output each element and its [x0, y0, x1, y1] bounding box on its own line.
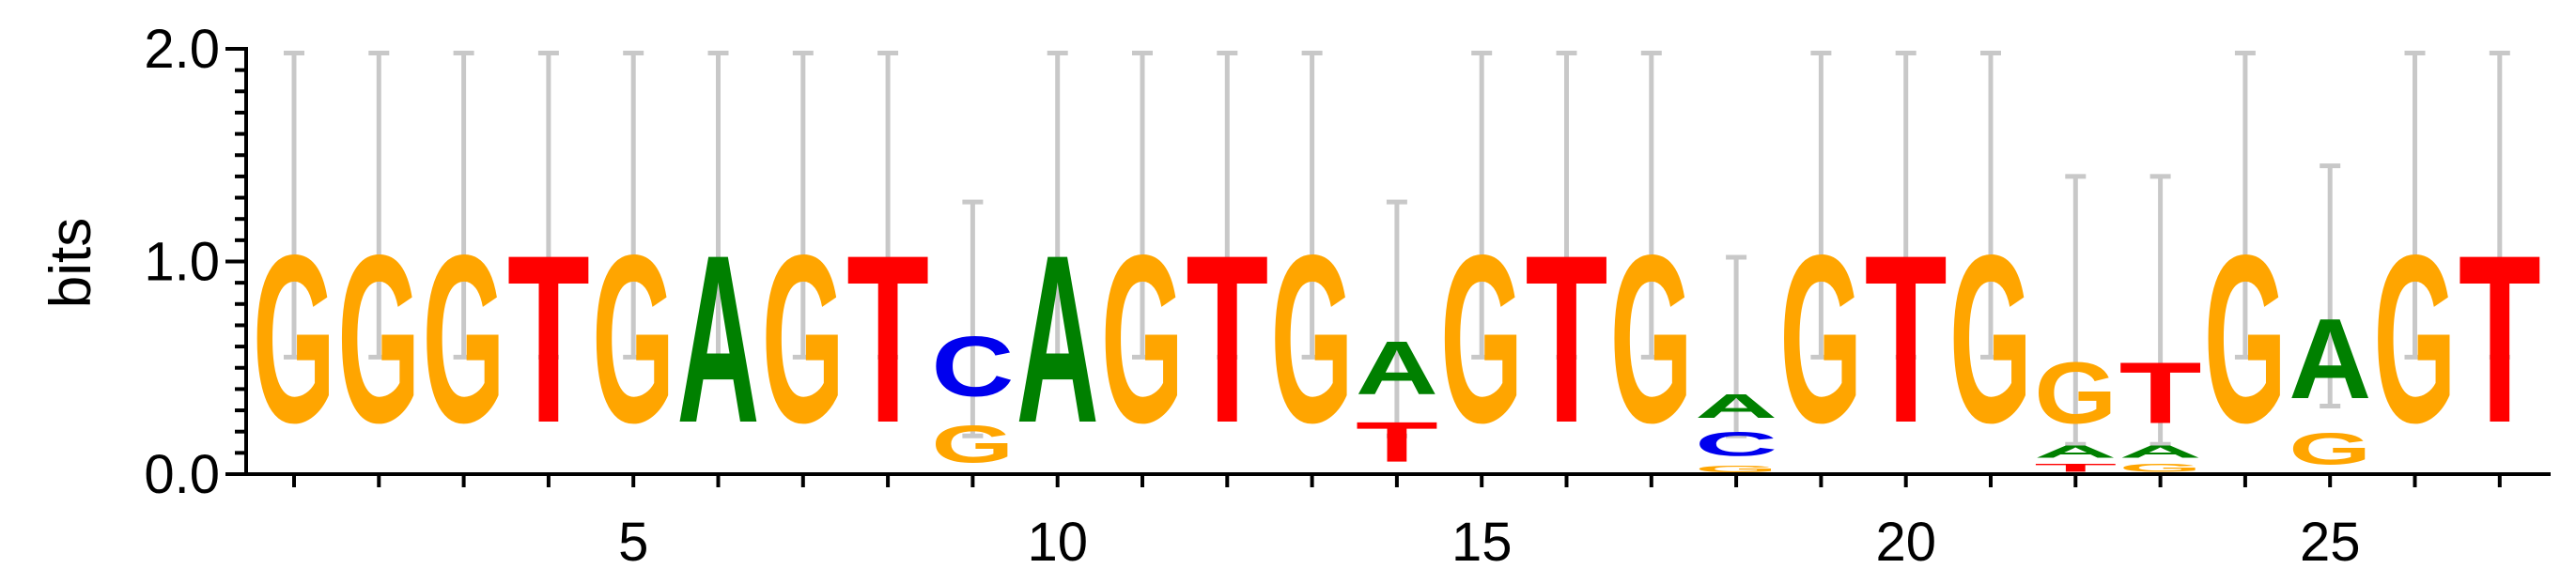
x-tick-label: 5: [618, 512, 648, 573]
letter-G-pos-22: G: [2034, 344, 2117, 441]
letter-T-pos-8: T: [846, 206, 929, 472]
letter-G-pos-2: G: [337, 206, 420, 472]
letter-C-pos-18: C: [1695, 425, 1777, 463]
y-tick-label: 1.0: [144, 232, 220, 293]
error-bar-pos-10: [1047, 51, 1068, 360]
letter-T-pos-27: T: [2459, 206, 2541, 472]
error-bar-pos-12: [1217, 51, 1238, 360]
error-bar-pos-6: [707, 51, 729, 360]
x-tick-label: 10: [1027, 512, 1088, 573]
error-bar-pos-14: [1386, 199, 1407, 438]
y-axis-label: bits: [39, 218, 103, 308]
letter-G-pos-21: G: [1949, 206, 2032, 472]
letter-T-pos-14: T: [1356, 410, 1438, 474]
letter-G-pos-25: G: [2289, 423, 2371, 474]
letter-T-pos-16: T: [1526, 206, 1608, 472]
letter-G-pos-13: G: [1271, 206, 1354, 472]
error-bars: [284, 51, 2510, 447]
error-bar-pos-4: [537, 51, 559, 360]
x-tick-label: 20: [1875, 512, 1936, 573]
letter-G-pos-17: G: [1610, 206, 1693, 472]
error-bar-pos-2: [368, 51, 390, 360]
letter-A-pos-6: A: [677, 206, 760, 473]
letter-G-pos-19: G: [1779, 206, 1862, 472]
letter-T-pos-23: T: [2119, 344, 2202, 441]
error-bar-pos-5: [623, 51, 644, 360]
error-bar-pos-19: [1810, 51, 1832, 360]
error-bar-pos-20: [1895, 51, 1916, 360]
letter-C-pos-9: C: [931, 318, 1014, 414]
error-bar-pos-9: [962, 199, 984, 438]
letter-A-pos-14: A: [1356, 325, 1438, 410]
y-tick-label: 0.0: [144, 444, 220, 505]
error-bar-pos-3: [453, 51, 474, 360]
letter-A-pos-23: A: [2119, 442, 2202, 461]
letter-G-pos-3: G: [423, 206, 505, 472]
error-bar-pos-1: [284, 51, 304, 360]
error-bar-pos-23: [2149, 174, 2171, 447]
letter-G-pos-15: G: [1440, 206, 1523, 472]
x-tick-label: 15: [1451, 512, 1513, 573]
letter-G-pos-9: G: [931, 414, 1014, 473]
error-bar-pos-7: [792, 51, 814, 360]
x-tick-label: 25: [2300, 512, 2361, 573]
error-bar-pos-26: [2404, 51, 2426, 360]
letter-T-pos-22: T: [2034, 461, 2117, 474]
error-bar-pos-13: [1301, 51, 1323, 360]
error-bar-pos-25: [2320, 163, 2341, 409]
error-bar-pos-15: [1471, 51, 1493, 360]
error-bar-pos-22: [2065, 174, 2087, 447]
letter-T-pos-12: T: [1186, 206, 1268, 472]
letter-G-pos-18: G: [1695, 464, 1777, 474]
letter-G-pos-11: G: [1101, 206, 1184, 472]
error-bar-pos-27: [2489, 51, 2510, 360]
letter-A-pos-10: A: [1016, 206, 1099, 473]
letter-G-pos-7: G: [762, 206, 845, 472]
letter-G-pos-5: G: [592, 206, 675, 472]
axes: 0.0 1.0 2.0 5 10 15 20 25: [144, 19, 2551, 573]
letter-A-pos-18: A: [1695, 388, 1777, 425]
error-bar-pos-16: [1556, 51, 1577, 360]
letter-A-pos-22: A: [2034, 442, 2117, 461]
letter-G-pos-1: G: [253, 206, 335, 472]
letter-T-pos-4: T: [507, 206, 590, 472]
letter-T-pos-20: T: [1865, 206, 1948, 472]
error-bar-pos-8: [877, 51, 899, 360]
letter-G-pos-24: G: [2204, 206, 2287, 472]
letter-G-pos-26: G: [2374, 206, 2457, 472]
error-bar-pos-17: [1640, 51, 1662, 360]
error-bar-pos-18: [1726, 254, 1747, 438]
error-bar-pos-11: [1132, 51, 1153, 360]
error-bar-pos-21: [1980, 51, 2001, 360]
y-tick-label: 2.0: [144, 19, 220, 80]
letter-G-pos-23: G: [2119, 461, 2202, 474]
letter-A-pos-25: A: [2289, 295, 2371, 423]
error-bar-pos-24: [2234, 51, 2256, 360]
